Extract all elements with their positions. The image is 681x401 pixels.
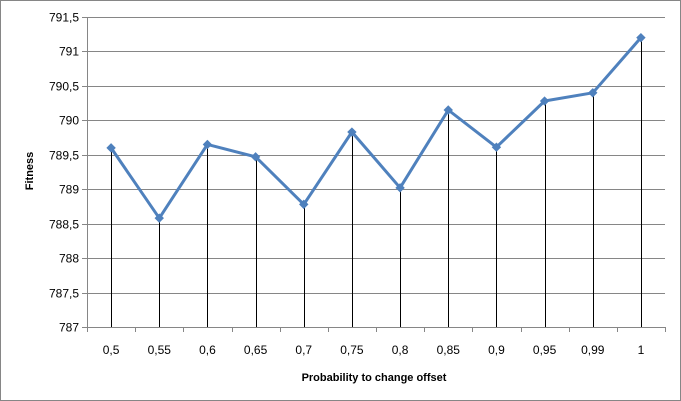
y-tick-label: 789 bbox=[59, 183, 79, 197]
x-tick-labels: 0,5 0,55 0,6 0,65 0,7 0,75 0,8 0,85 0,9 0,95 0,99 1 bbox=[103, 343, 645, 357]
x-tick-label: 0,99 bbox=[581, 343, 605, 357]
x-tick-label: 0,6 bbox=[199, 343, 216, 357]
x-tick-label: 0,8 bbox=[392, 343, 409, 357]
y-tick-label: 791 bbox=[59, 45, 79, 59]
data-point-marker bbox=[154, 213, 164, 223]
y-tick-label: 788,5 bbox=[49, 218, 79, 232]
x-axis-title: Probability to change offset bbox=[302, 372, 447, 384]
y-tick-label: 790 bbox=[59, 114, 79, 128]
data-point-marker bbox=[491, 142, 502, 152]
y-tick-label: 791,5 bbox=[49, 11, 79, 25]
y-tick-label: 787 bbox=[59, 321, 79, 335]
series-line bbox=[109, 36, 643, 220]
data-point-marker bbox=[588, 88, 598, 98]
data-point-marker bbox=[395, 183, 405, 193]
x-tick-label: 0,75 bbox=[340, 343, 364, 357]
x-tick-label: 0,5 bbox=[103, 343, 120, 357]
y-tick-label: 788 bbox=[59, 252, 79, 266]
data-point-marker bbox=[106, 143, 116, 153]
data-series bbox=[106, 32, 646, 223]
data-point-marker bbox=[347, 127, 357, 137]
data-point-marker bbox=[250, 152, 261, 162]
y-tick-label: 790,5 bbox=[49, 80, 79, 94]
x-tick-label: 0,95 bbox=[533, 343, 557, 357]
data-point-marker bbox=[636, 32, 646, 43]
drop-lines bbox=[111, 37, 642, 327]
data-point-marker bbox=[539, 96, 550, 106]
y-tick-label: 789,5 bbox=[49, 149, 79, 163]
y-axis-title: Fitness bbox=[24, 152, 36, 191]
data-point-marker bbox=[299, 199, 309, 210]
x-tick-label: 1 bbox=[638, 343, 645, 357]
x-tick-label: 0,65 bbox=[244, 343, 268, 357]
x-tick-label: 0,7 bbox=[295, 343, 312, 357]
y-gridlines bbox=[82, 17, 665, 328]
x-tick-label: 0,85 bbox=[437, 343, 461, 357]
x-tick-label: 0,9 bbox=[488, 343, 505, 357]
axes bbox=[87, 17, 666, 332]
data-point-marker bbox=[443, 105, 453, 115]
x-tick-label: 0,55 bbox=[148, 343, 172, 357]
data-point-marker bbox=[202, 139, 213, 150]
y-tick-label: 787,5 bbox=[49, 287, 79, 301]
y-tick-labels: 787 787,5 788 788,5 789 789,5 790 790,5 791 791,5 bbox=[49, 11, 79, 335]
